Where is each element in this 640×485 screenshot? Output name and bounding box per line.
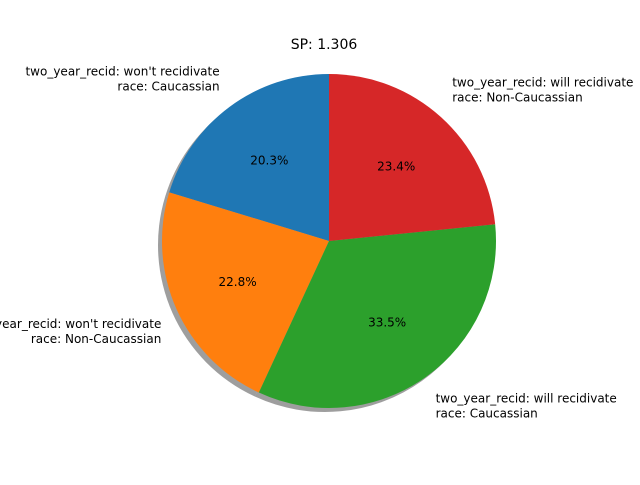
pie-slice-3 [258,224,497,409]
pie-slice-label-line: two_year_recid: won't recidivate [25,64,219,78]
pie-slice-label-line: race: Non-Caucassian [452,91,582,105]
pie-slices [161,74,497,409]
pie-slice-4 [329,74,496,241]
pie-slice-1 [169,74,329,241]
pie-slice-label-line: two_year_recid: will recidivate [452,76,633,90]
pie-slice-label-line: two_year_recid: will recidivate [436,392,617,406]
pie-percent-label: 20.3% [250,153,288,167]
pie-slice-label-line: race: Caucassian [117,79,219,93]
pie-slice-label-line: race: Caucassian [436,407,538,421]
pie-slice-2 [161,192,329,393]
chart-title: SP: 1.306 [291,37,358,53]
pie-percent-label: 22.8% [218,275,256,289]
pie-percent-label: 23.4% [377,160,415,174]
pie-slice-label-line: race: Non-Caucassian [31,332,161,346]
pie-percent-labels: 20.3% 22.8% 33.5% 23.4% [218,153,415,329]
pie-percent-label: 33.5% [368,316,406,330]
pie-slice-label-line: two_year_recid: won't recidivate [0,317,161,331]
